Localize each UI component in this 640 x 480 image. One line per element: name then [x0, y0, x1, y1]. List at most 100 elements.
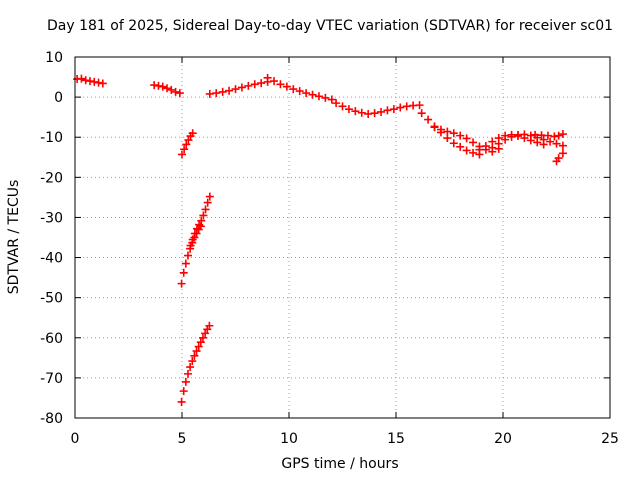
- data-point: [81, 76, 90, 85]
- data-point: [443, 127, 452, 136]
- data-point: [552, 139, 561, 148]
- data-point: [364, 109, 373, 118]
- data-point: [205, 321, 214, 330]
- data-point: [150, 81, 159, 90]
- data-point: [218, 87, 227, 96]
- x-tick-label: 25: [601, 431, 619, 447]
- series-track-e: [332, 99, 424, 118]
- data-point: [180, 145, 189, 154]
- data-point: [250, 80, 259, 89]
- data-point: [308, 90, 317, 99]
- y-tick-label: -20: [40, 170, 63, 186]
- data-point: [244, 81, 253, 90]
- data-point: [377, 107, 386, 116]
- data-point: [289, 85, 298, 94]
- data-point: [383, 106, 392, 115]
- data-point: [194, 342, 203, 351]
- data-point: [389, 105, 398, 114]
- data-point: [171, 87, 180, 96]
- series-track-c: [205, 77, 272, 98]
- data-point: [198, 333, 207, 342]
- series-track-l: [178, 129, 197, 159]
- series-track-n: [186, 192, 214, 250]
- data-point: [201, 329, 210, 338]
- data-point: [554, 131, 563, 140]
- data-point: [77, 74, 86, 83]
- data-point: [85, 77, 94, 86]
- y-tick-label: -40: [40, 251, 63, 267]
- x-tick-label: 15: [387, 431, 405, 447]
- data-point: [314, 92, 323, 101]
- y-tick-label: -50: [40, 291, 63, 307]
- data-points: [73, 73, 567, 406]
- series-track-a: [73, 74, 107, 88]
- y-tick-label: -80: [40, 411, 63, 427]
- data-point: [396, 103, 405, 112]
- series-track-b: [150, 81, 184, 98]
- y-tick-label: -60: [40, 331, 63, 347]
- data-point: [402, 102, 411, 111]
- data-point: [546, 137, 555, 146]
- data-point: [417, 109, 426, 118]
- data-point: [550, 132, 559, 141]
- data-point: [184, 136, 193, 145]
- data-point: [558, 149, 567, 158]
- data-point: [462, 146, 471, 155]
- y-tick-label: 0: [54, 90, 63, 106]
- data-point: [295, 87, 304, 96]
- data-point: [158, 82, 167, 91]
- data-point: [338, 102, 347, 111]
- data-point: [449, 129, 458, 138]
- data-point: [554, 154, 563, 163]
- data-point: [90, 77, 99, 86]
- data-point: [469, 138, 478, 147]
- x-tick-label: 10: [280, 431, 298, 447]
- data-point: [197, 216, 206, 225]
- data-point: [199, 211, 208, 220]
- data-point: [558, 130, 567, 139]
- y-tick-label: 10: [45, 50, 63, 66]
- data-point: [430, 123, 439, 132]
- data-point: [456, 131, 465, 140]
- data-point: [188, 129, 197, 138]
- data-point: [178, 150, 186, 159]
- data-point: [186, 363, 195, 372]
- data-point: [192, 224, 201, 233]
- data-point: [543, 131, 552, 140]
- chart-title: Day 181 of 2025, Sidereal Day-to-day VTE…: [47, 18, 614, 34]
- data-point: [192, 347, 201, 356]
- data-point: [201, 205, 210, 214]
- y-axis-label: SDTVAR / TECUs: [6, 179, 22, 295]
- series-track-f: [417, 109, 484, 159]
- data-point: [462, 134, 471, 143]
- data-point: [182, 140, 191, 149]
- data-point: [436, 125, 445, 134]
- grid-lines: [75, 57, 610, 418]
- data-point: [190, 351, 199, 360]
- data-point: [507, 132, 516, 141]
- data-point: [237, 83, 246, 92]
- x-tick-label: 5: [178, 431, 187, 447]
- data-point: [494, 139, 503, 148]
- data-point: [177, 279, 186, 288]
- data-point: [179, 387, 188, 396]
- data-point: [212, 89, 221, 98]
- data-point: [469, 148, 478, 157]
- data-point: [302, 89, 311, 98]
- x-axis-label: GPS time / hours: [281, 456, 399, 472]
- data-point: [205, 192, 214, 201]
- data-point: [449, 139, 458, 148]
- data-point: [205, 89, 214, 98]
- series-track-k: [552, 149, 567, 166]
- data-point: [488, 143, 497, 152]
- data-point: [424, 115, 433, 124]
- data-point: [282, 82, 291, 91]
- data-point: [183, 251, 192, 260]
- axis-ticks: 0 5 10 15 20 25 -80 -70 -60 -50 -40 -30 -20 -10 0 10: [40, 50, 619, 447]
- data-point: [520, 130, 529, 139]
- data-point: [177, 397, 186, 406]
- data-point: [163, 84, 172, 93]
- data-point: [351, 107, 360, 116]
- data-point: [526, 131, 535, 140]
